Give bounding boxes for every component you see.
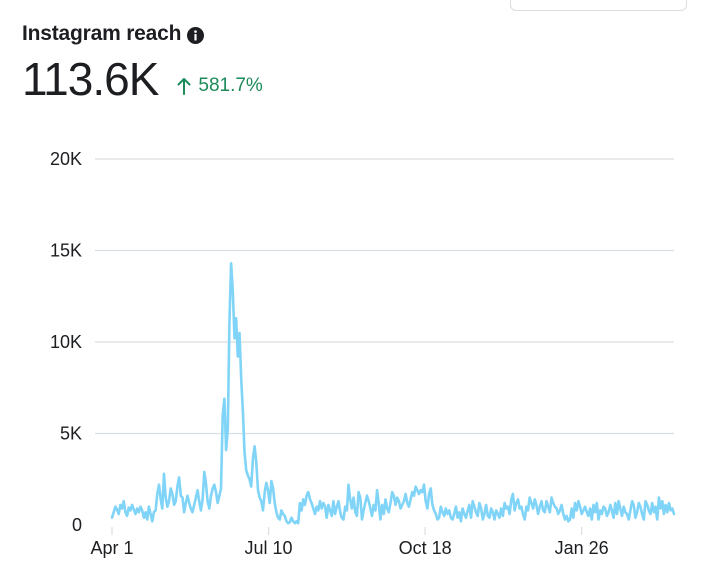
arrow-up-icon [177,78,191,95]
y-tick-label: 0 [72,515,82,535]
y-tick-label: 10K [50,332,82,352]
x-axis-ticks: Apr 1 Jul 10 Oct 18 Jan 26 [90,527,609,558]
metric-value: 113.6K [22,53,159,105]
date-range-control[interactable] [510,0,687,11]
chart-title: Instagram reach [22,22,182,45]
info-icon[interactable] [187,26,205,44]
y-tick-label: 5K [60,424,82,444]
y-axis-ticks: 0 5K 10K 15K 20K [50,149,82,535]
series-line-reach [110,262,676,525]
metric-row: 113.6K 581.7% [22,52,263,106]
change-indicator: 581.7% [176,75,263,97]
title-row: Instagram reach [22,22,263,46]
change-percent: 581.7% [198,75,263,96]
grid-lines [95,158,674,435]
metric-header: Instagram reach 113.6K 581.7% [22,22,263,106]
y-tick-label: 20K [50,149,82,169]
y-tick-label: 15K [50,241,82,261]
x-tick-label: Jul 10 [245,538,293,558]
x-tick-label: Oct 18 [399,538,452,558]
x-tick-label: Apr 1 [90,538,133,558]
x-tick-label: Jan 26 [555,538,609,558]
